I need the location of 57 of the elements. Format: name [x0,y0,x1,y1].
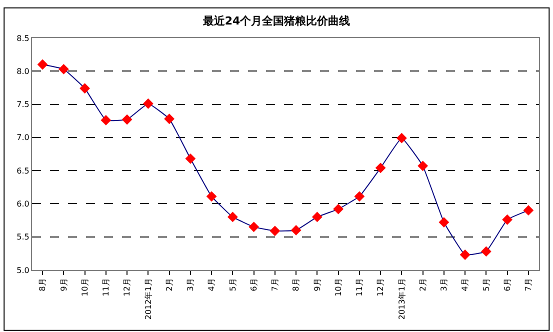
point [502,214,513,225]
point [80,83,90,94]
point [185,153,196,164]
point [248,222,260,232]
point [396,132,407,144]
y-tick-label: 5.0 [16,266,30,275]
point [164,114,175,124]
x-tick-label: 6月 [249,278,258,292]
x-tick-label: 12月 [122,278,132,296]
y-tick-label: 8.0 [16,66,30,76]
x-tick-label: 9月 [312,278,322,292]
x-tick-label: 12月 [376,278,386,296]
point [37,59,48,70]
point [375,162,386,174]
x-tick-label: 11月 [355,278,364,296]
point [333,204,344,214]
x-tick-label: 8月 [292,278,301,292]
x-tick-label: 9月 [59,278,68,292]
chart-title: 最近24个月全国猪粮比价曲线 [202,14,350,28]
y-tick-label: 6.0 [16,200,30,209]
x-tick-label: 3月 [186,278,196,292]
x-tick-label: 4月 [207,278,216,292]
x-tick-label: 7月 [524,278,534,292]
point [438,217,450,228]
point [480,246,492,257]
x-tick-label: 2013年1月 [397,278,406,320]
point [227,212,238,222]
y-tick-label: 6.5 [16,166,30,176]
point [100,114,112,126]
x-tick-label: 6月 [502,278,512,292]
x-tick-label: 4月 [460,278,470,292]
point [270,226,280,236]
point [206,191,217,202]
x-tick-label: 3月 [440,278,449,292]
point [290,225,302,236]
x-tick-label: 2012年1月 [144,278,153,320]
x-tick-label: 2月 [418,278,428,292]
y-tick-label: 7.0 [16,133,30,142]
point [523,205,534,216]
x-tick-label: 8月 [38,278,48,292]
x-tick-label: 5月 [228,278,238,292]
point [142,98,154,109]
x-tick-label: 10月 [334,278,343,296]
point [418,160,428,172]
y-tick-label: 7.5 [16,100,30,110]
x-tick-label: 7月 [270,278,280,292]
point [58,64,69,74]
y-tick-label: 5.5 [16,232,30,242]
x-tick-label: 10月 [80,278,90,296]
point [354,191,365,202]
point [122,114,132,125]
point [460,250,470,260]
y-tick-label: 8.5 [16,34,30,43]
x-tick-label: 11月 [102,278,111,296]
x-tick-label: 5月 [482,278,491,292]
point [312,212,322,222]
x-tick-label: 2月 [164,278,174,292]
